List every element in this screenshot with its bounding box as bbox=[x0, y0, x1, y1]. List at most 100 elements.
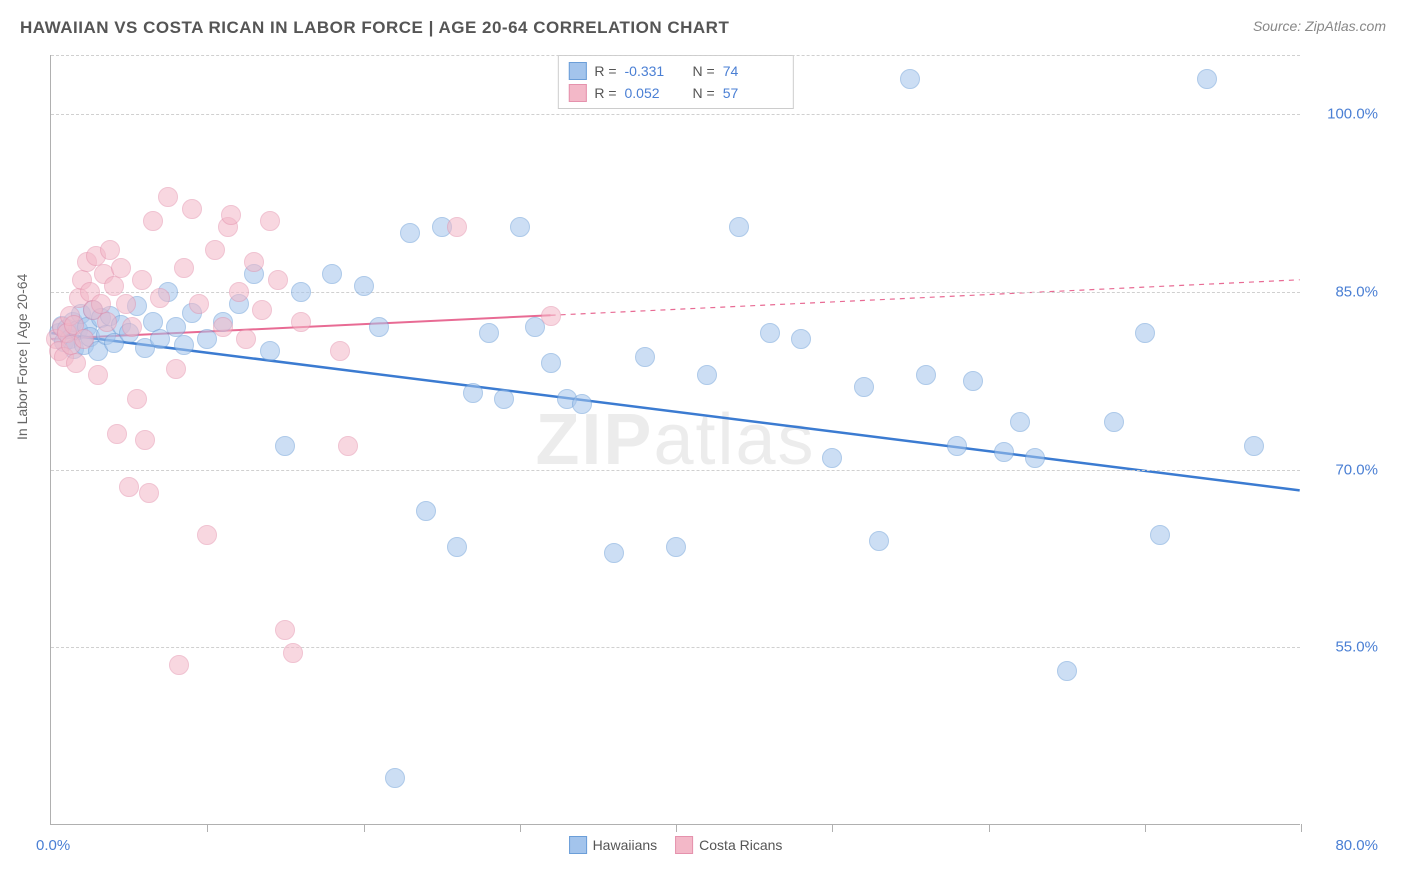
scatter-point bbox=[143, 211, 163, 231]
chart-title: HAWAIIAN VS COSTA RICAN IN LABOR FORCE |… bbox=[20, 18, 729, 38]
scatter-point bbox=[666, 537, 686, 557]
scatter-point bbox=[174, 258, 194, 278]
trend-line-dashed bbox=[551, 280, 1300, 315]
gridline bbox=[51, 114, 1300, 115]
gridline bbox=[51, 55, 1300, 56]
scatter-point bbox=[697, 365, 717, 385]
scatter-point bbox=[100, 240, 120, 260]
scatter-point bbox=[479, 323, 499, 343]
scatter-point bbox=[119, 477, 139, 497]
scatter-point bbox=[510, 217, 530, 237]
y-tick-label: 55.0% bbox=[1308, 639, 1378, 656]
legend-swatch bbox=[675, 836, 693, 854]
scatter-point bbox=[88, 365, 108, 385]
scatter-point bbox=[268, 270, 288, 290]
y-tick-label: 70.0% bbox=[1308, 461, 1378, 478]
legend-swatch bbox=[569, 836, 587, 854]
scatter-point bbox=[369, 317, 389, 337]
scatter-point bbox=[205, 240, 225, 260]
x-axis-max: 80.0% bbox=[1308, 837, 1378, 854]
stat-n-label: N = bbox=[693, 85, 715, 101]
scatter-point bbox=[221, 205, 241, 225]
x-tick bbox=[1145, 824, 1146, 832]
scatter-point bbox=[139, 483, 159, 503]
scatter-point bbox=[66, 353, 86, 373]
scatter-point bbox=[1135, 323, 1155, 343]
stat-n-label: N = bbox=[693, 63, 715, 79]
scatter-point bbox=[947, 436, 967, 456]
scatter-point bbox=[291, 312, 311, 332]
scatter-point bbox=[127, 389, 147, 409]
scatter-point bbox=[244, 252, 264, 272]
scatter-point bbox=[189, 294, 209, 314]
scatter-point bbox=[322, 264, 342, 284]
scatter-point bbox=[275, 620, 295, 640]
scatter-point bbox=[229, 282, 249, 302]
x-tick bbox=[1301, 824, 1302, 832]
scatter-point bbox=[900, 69, 920, 89]
scatter-point bbox=[400, 223, 420, 243]
scatter-point bbox=[291, 282, 311, 302]
scatter-point bbox=[760, 323, 780, 343]
scatter-point bbox=[572, 394, 592, 414]
scatter-point bbox=[330, 341, 350, 361]
scatter-point bbox=[1010, 412, 1030, 432]
scatter-point bbox=[447, 537, 467, 557]
stats-box: R =-0.331N =74R =0.052N =57 bbox=[557, 55, 793, 109]
scatter-point bbox=[104, 276, 124, 296]
trend-lines bbox=[51, 55, 1300, 824]
scatter-point bbox=[1057, 661, 1077, 681]
scatter-point bbox=[494, 389, 514, 409]
scatter-point bbox=[213, 317, 233, 337]
scatter-point bbox=[1104, 412, 1124, 432]
scatter-point bbox=[1150, 525, 1170, 545]
scatter-point bbox=[791, 329, 811, 349]
stat-n-value: 57 bbox=[723, 85, 773, 101]
scatter-point bbox=[135, 430, 155, 450]
x-tick bbox=[520, 824, 521, 832]
x-tick bbox=[832, 824, 833, 832]
scatter-point bbox=[994, 442, 1014, 462]
scatter-point bbox=[97, 312, 117, 332]
scatter-point bbox=[385, 768, 405, 788]
correlation-chart: HAWAIIAN VS COSTA RICAN IN LABOR FORCE |… bbox=[0, 0, 1406, 892]
scatter-point bbox=[182, 199, 202, 219]
gridline bbox=[51, 470, 1300, 471]
scatter-point bbox=[854, 377, 874, 397]
scatter-point bbox=[869, 531, 889, 551]
scatter-point bbox=[132, 270, 152, 290]
scatter-point bbox=[122, 317, 142, 337]
scatter-point bbox=[916, 365, 936, 385]
y-axis-label: In Labor Force | Age 20-64 bbox=[14, 274, 30, 440]
scatter-point bbox=[169, 655, 189, 675]
legend-item: Costa Ricans bbox=[675, 836, 782, 854]
stat-r-value: -0.331 bbox=[625, 63, 675, 79]
scatter-point bbox=[416, 501, 436, 521]
legend-item: Hawaiians bbox=[569, 836, 658, 854]
scatter-point bbox=[174, 335, 194, 355]
y-tick-label: 100.0% bbox=[1308, 106, 1378, 123]
scatter-point bbox=[158, 187, 178, 207]
x-tick bbox=[364, 824, 365, 832]
scatter-point bbox=[74, 329, 94, 349]
scatter-point bbox=[354, 276, 374, 296]
x-tick bbox=[207, 824, 208, 832]
series-swatch bbox=[568, 62, 586, 80]
scatter-point bbox=[116, 294, 136, 314]
scatter-point bbox=[150, 288, 170, 308]
scatter-point bbox=[822, 448, 842, 468]
x-axis-origin: 0.0% bbox=[36, 837, 70, 854]
scatter-point bbox=[260, 211, 280, 231]
scatter-point bbox=[963, 371, 983, 391]
scatter-point bbox=[236, 329, 256, 349]
scatter-point bbox=[283, 643, 303, 663]
scatter-point bbox=[338, 436, 358, 456]
scatter-point bbox=[541, 306, 561, 326]
series-swatch bbox=[568, 84, 586, 102]
x-tick bbox=[676, 824, 677, 832]
scatter-point bbox=[729, 217, 749, 237]
gridline bbox=[51, 647, 1300, 648]
scatter-point bbox=[1244, 436, 1264, 456]
stats-row: R =0.052N =57 bbox=[568, 82, 782, 104]
y-tick-label: 85.0% bbox=[1308, 283, 1378, 300]
